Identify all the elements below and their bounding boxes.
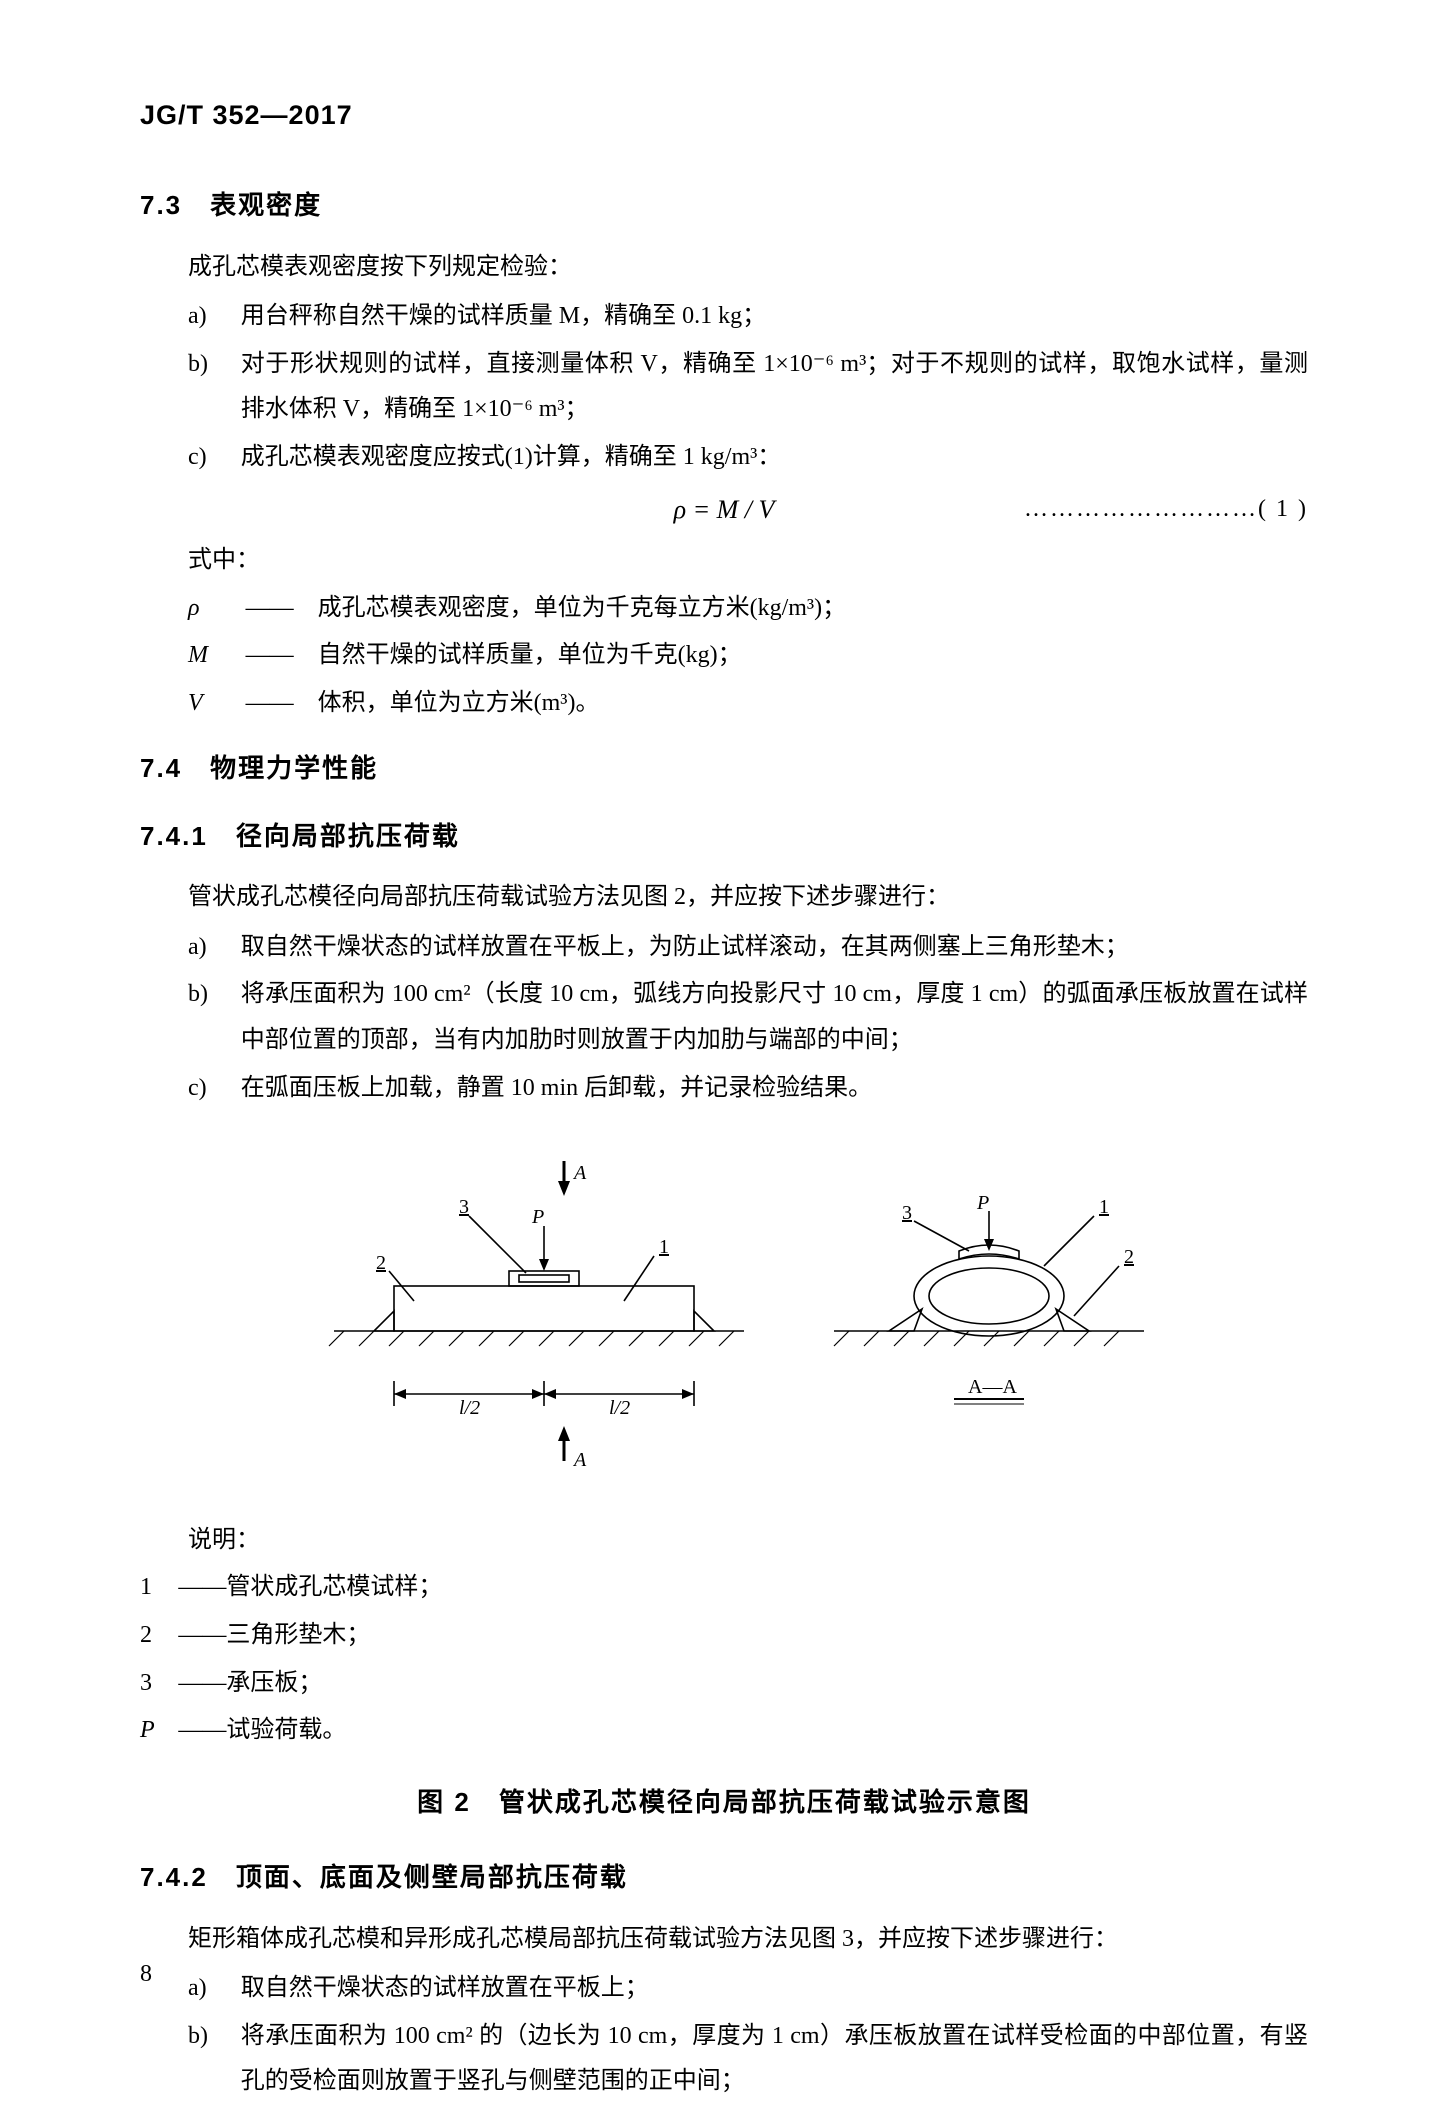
label-A-top: A: [572, 1162, 587, 1184]
document-page: JG/T 352—2017 7.3 表观密度 成孔芯模表观密度按下列规定检验： …: [0, 0, 1448, 2048]
legend-dash: ——: [178, 1565, 226, 1611]
list-body: 将承压面积为 100 cm²（长度 10 cm，弧线方向投影尺寸 10 cm，厚…: [241, 972, 1308, 1063]
list-marker: a): [188, 1966, 241, 2012]
label-P-left: P: [531, 1206, 544, 1228]
def-dash: ——: [246, 586, 318, 632]
label-lhalf-r: l/2: [609, 1397, 630, 1419]
label-3-right: 3: [902, 1202, 912, 1224]
formula-1: ρ = M / V: [674, 485, 775, 534]
list-body: 成孔芯模表观密度应按式(1)计算，精确至 1 kg/m³：: [241, 435, 1308, 481]
list-marker: a): [188, 925, 241, 971]
list-item: a) 取自然干燥状态的试样放置在平板上；: [188, 1966, 1308, 2012]
list-marker: b): [188, 342, 241, 433]
figure-legend-label: 说明：: [188, 1518, 1308, 1564]
s741-intro: 管状成孔芯模径向局部抗压荷载试验方法见图 2，并应按下述步骤进行：: [140, 875, 1308, 921]
legend-dash: ——: [178, 1661, 226, 1707]
list-marker: c): [188, 1066, 241, 1112]
section-number: 7.4.1: [140, 821, 208, 851]
legend-line: 2 —— 三角形垫木；: [140, 1613, 1308, 1659]
legend-symbol: 2: [140, 1613, 178, 1659]
section-7-3-heading: 7.3 表观密度: [140, 181, 1308, 230]
list-body: 取自然干燥状态的试样放置在平板上；: [241, 1966, 1308, 2012]
list-item: b) 将承压面积为 100 cm²（长度 10 cm，弧线方向投影尺寸 10 c…: [188, 972, 1308, 1063]
figure-2-caption: 图 2 管状成孔芯模径向局部抗压荷载试验示意图: [140, 1778, 1308, 1827]
label-2-left: 2: [376, 1252, 386, 1274]
doc-code-header: JG/T 352—2017: [140, 90, 1308, 141]
formula-number: ………………………( 1 ): [774, 487, 1308, 533]
section-number: 7.3: [140, 190, 182, 220]
section-title: 表观密度: [210, 190, 322, 220]
section-title: 顶面、底面及侧壁局部抗压荷载: [236, 1862, 628, 1892]
section-title: 物理力学性能: [210, 753, 378, 783]
s73-intro: 成孔芯模表观密度按下列规定检验：: [140, 245, 1308, 291]
legend-line: P —— 试验荷载。: [140, 1708, 1308, 1754]
definition-line: V —— 体积，单位为立方米(m³)。: [188, 681, 1308, 727]
label-lhalf-l: l/2: [459, 1397, 480, 1419]
label-P-right: P: [976, 1192, 989, 1214]
list-marker: c): [188, 435, 241, 481]
label-3-left: 3: [459, 1196, 469, 1218]
def-text: 体积，单位为立方米(m³)。: [318, 681, 600, 727]
list-marker: b): [188, 2014, 241, 2105]
section-title: 径向局部抗压荷载: [236, 821, 460, 851]
def-symbol: V: [188, 681, 246, 727]
def-symbol: ρ: [188, 586, 246, 632]
def-text: 成孔芯模表观密度，单位为千克每立方米(kg/m³)；: [318, 586, 847, 632]
section-7-4-2-heading: 7.4.2 顶面、底面及侧壁局部抗压荷载: [140, 1853, 1308, 1902]
list-item: c) 成孔芯模表观密度应按式(1)计算，精确至 1 kg/m³：: [188, 435, 1308, 481]
list-item: b) 对于形状规则的试样，直接测量体积 V，精确至 1×10⁻⁶ m³；对于不规…: [188, 342, 1308, 433]
definition-line: M —— 自然干燥的试样质量，单位为千克(kg)；: [188, 633, 1308, 679]
label-2-right: 2: [1124, 1246, 1134, 1268]
def-symbol: M: [188, 633, 246, 679]
list-body: 用台秤称自然干燥的试样质量 M，精确至 0.1 kg；: [241, 294, 1308, 340]
legend-symbol: 3: [140, 1661, 178, 1707]
list-body: 将承压面积为 100 cm² 的（边长为 10 cm，厚度为 1 cm）承压板放…: [241, 2014, 1308, 2105]
s742-intro: 矩形箱体成孔芯模和异形成孔芯模局部抗压荷载试验方法见图 3，并应按下述步骤进行：: [140, 1917, 1308, 1963]
legend-text: 管状成孔芯模试样；: [226, 1565, 442, 1611]
label-A-bot: A: [572, 1449, 587, 1471]
definition-line: ρ —— 成孔芯模表观密度，单位为千克每立方米(kg/m³)；: [188, 586, 1308, 632]
list-marker: b): [188, 972, 241, 1063]
list-item: c) 在弧面压板上加载，静置 10 min 后卸载，并记录检验结果。: [188, 1066, 1308, 1112]
where-label: 式中：: [188, 538, 1308, 584]
list-item: a) 用台秤称自然干燥的试样质量 M，精确至 0.1 kg；: [188, 294, 1308, 340]
figure-2-svg: A A P P l/2 l/2 A—A 3 2 1 3 1 2: [274, 1131, 1174, 1491]
formula-row: ρ = M / V ………………………( 1 ): [140, 485, 1308, 534]
section-7-4-1-heading: 7.4.1 径向局部抗压荷载: [140, 812, 1308, 861]
list-body: 在弧面压板上加载，静置 10 min 后卸载，并记录检验结果。: [241, 1066, 1308, 1112]
def-dash: ——: [246, 633, 318, 679]
legend-text: 承压板；: [226, 1661, 322, 1707]
legend-line: 3 —— 承压板；: [140, 1661, 1308, 1707]
list-item: a) 取自然干燥状态的试样放置在平板上，为防止试样滚动，在其两侧塞上三角形垫木；: [188, 925, 1308, 971]
legend-dash: ——: [178, 1613, 226, 1659]
figure-2: A A P P l/2 l/2 A—A 3 2 1 3 1 2: [140, 1131, 1308, 1508]
legend-symbol: P: [140, 1708, 178, 1754]
legend-text: 试验荷载。: [226, 1708, 346, 1754]
label-1-left: 1: [659, 1236, 669, 1258]
list-marker: a): [188, 294, 241, 340]
legend-dash: ——: [178, 1708, 226, 1754]
label-AA: A—A: [968, 1376, 1017, 1398]
page-number: 8: [140, 1952, 152, 1998]
legend-symbol: 1: [140, 1565, 178, 1611]
legend-line: 1 —— 管状成孔芯模试样；: [140, 1565, 1308, 1611]
def-text: 自然干燥的试样质量，单位为千克(kg)；: [318, 633, 742, 679]
legend-text: 三角形垫木；: [226, 1613, 370, 1659]
section-number: 7.4.2: [140, 1862, 208, 1892]
list-body: 取自然干燥状态的试样放置在平板上，为防止试样滚动，在其两侧塞上三角形垫木；: [241, 925, 1308, 971]
def-dash: ——: [246, 681, 318, 727]
section-number: 7.4: [140, 753, 182, 783]
list-body: 对于形状规则的试样，直接测量体积 V，精确至 1×10⁻⁶ m³；对于不规则的试…: [241, 342, 1308, 433]
section-7-4-heading: 7.4 物理力学性能: [140, 744, 1308, 793]
label-1-right: 1: [1099, 1196, 1109, 1218]
list-item: b) 将承压面积为 100 cm² 的（边长为 10 cm，厚度为 1 cm）承…: [188, 2014, 1308, 2105]
